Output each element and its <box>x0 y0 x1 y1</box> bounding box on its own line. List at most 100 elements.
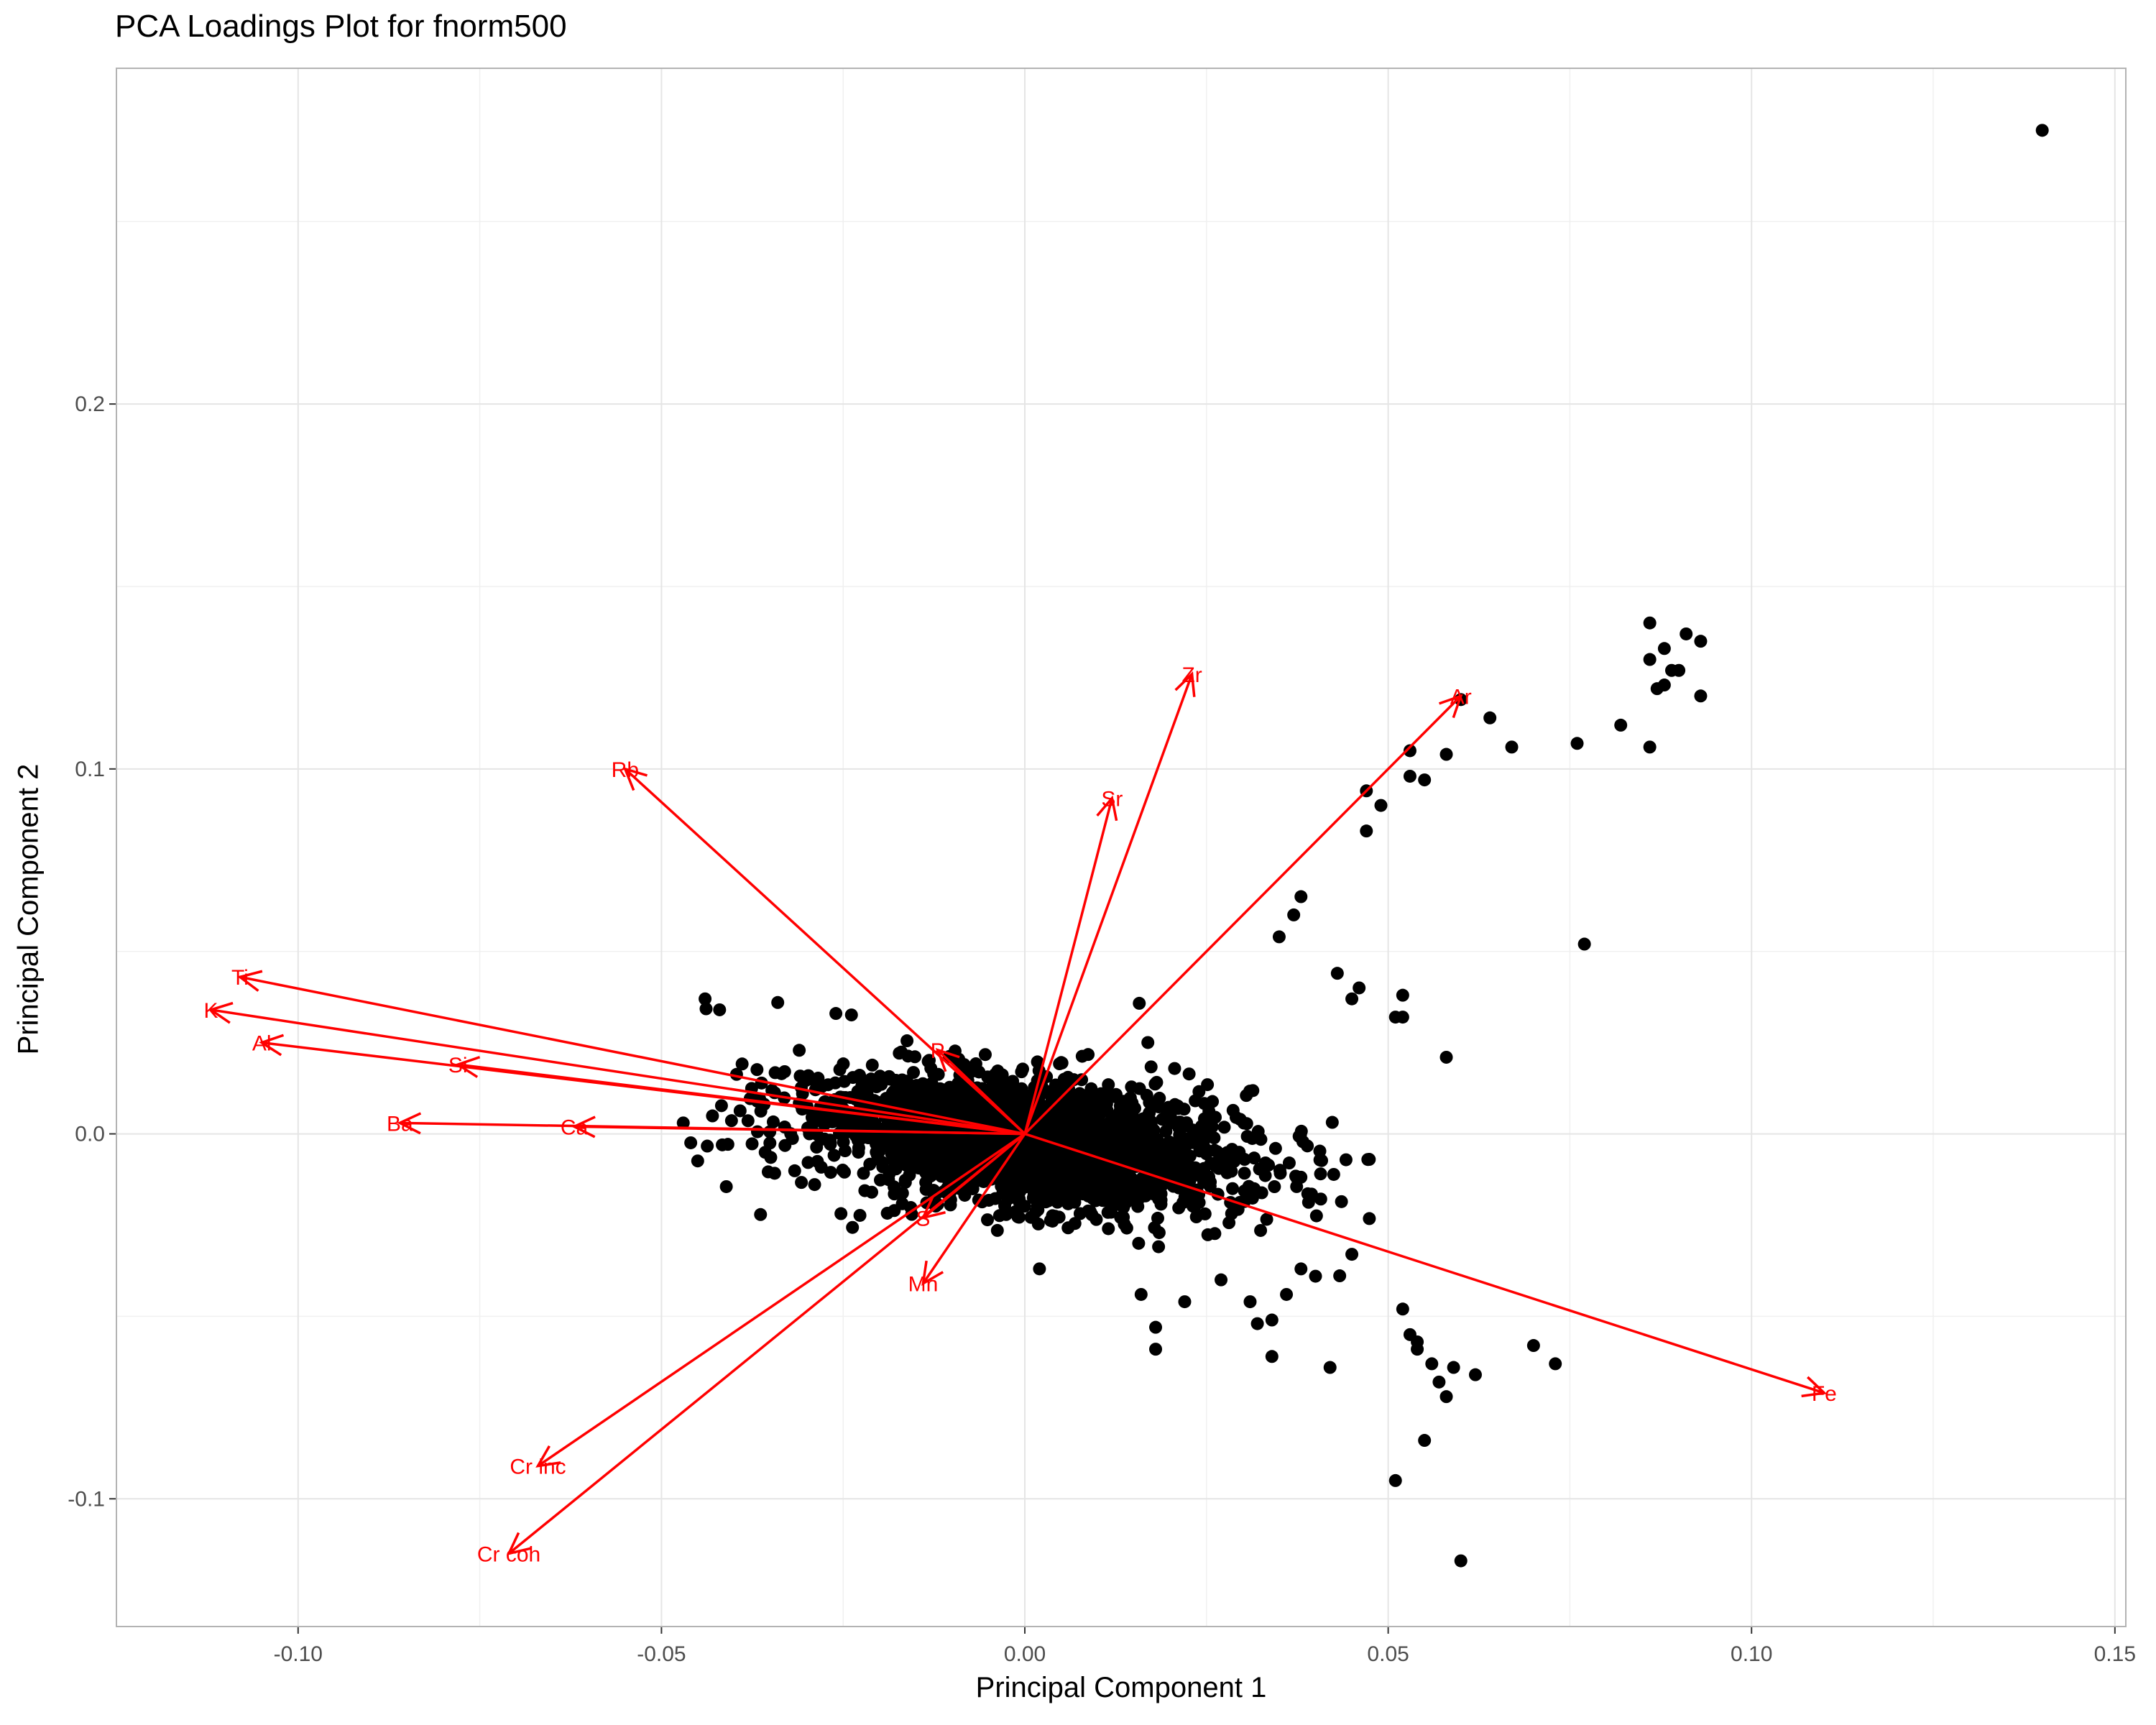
data-point <box>974 1144 987 1157</box>
axis-ticks: -0.10 -0.05 0.00 0.05 0.10 0.15 -0.1 0.0 0.1 0.2 <box>68 392 2136 1666</box>
x-tick-label: -0.10 <box>274 1642 323 1666</box>
data-point <box>1325 1116 1339 1129</box>
data-point <box>1215 1273 1228 1287</box>
data-point <box>1171 1102 1185 1116</box>
data-point <box>872 1145 885 1159</box>
loading-arrow-ti <box>239 975 1026 1136</box>
data-point <box>1143 1095 1156 1109</box>
data-point <box>811 1113 825 1127</box>
data-point <box>1154 1158 1168 1172</box>
data-point <box>1549 1357 1562 1371</box>
data-point <box>811 1072 825 1085</box>
data-point <box>768 1066 782 1080</box>
data-point <box>1248 1151 1261 1165</box>
data-point <box>853 1208 867 1222</box>
arrowhead <box>506 1532 532 1555</box>
data-point <box>1363 1212 1376 1225</box>
data-point <box>745 1137 759 1151</box>
data-point <box>684 1136 698 1149</box>
data-point <box>837 1135 850 1149</box>
data-point <box>1168 1062 1181 1075</box>
grid-lines <box>116 68 2126 1627</box>
x-tick-label: -0.05 <box>637 1642 686 1666</box>
data-point <box>933 1102 946 1116</box>
data-point <box>827 1149 841 1162</box>
data-point <box>713 1003 727 1016</box>
data-point <box>846 1220 860 1234</box>
data-point <box>1345 1248 1359 1261</box>
data-point <box>1161 1107 1174 1121</box>
data-point <box>1672 663 1686 677</box>
data-point <box>1468 1368 1482 1381</box>
data-point <box>1066 1151 1079 1165</box>
data-point <box>1056 1162 1069 1176</box>
data-point <box>1152 1240 1166 1254</box>
data-point <box>900 1154 913 1168</box>
data-point <box>1013 1087 1026 1101</box>
data-point <box>1049 1210 1062 1223</box>
data-point <box>766 1115 780 1128</box>
loading-arrow-cr-inc <box>537 1133 1026 1468</box>
data-point <box>1396 1011 1409 1024</box>
data-point <box>1330 967 1344 980</box>
data-point <box>1102 1078 1115 1092</box>
data-point <box>865 1185 879 1199</box>
data-point <box>931 1067 945 1081</box>
data-point <box>1086 1179 1100 1192</box>
data-point <box>876 1160 890 1174</box>
data-point <box>724 1114 738 1128</box>
data-point <box>808 1178 821 1192</box>
data-point <box>1258 1156 1272 1169</box>
arrowhead <box>455 1056 481 1078</box>
data-point <box>1144 1129 1158 1143</box>
data-point <box>1132 1236 1146 1250</box>
data-point <box>837 1075 851 1088</box>
data-point <box>1439 1390 1453 1404</box>
data-point <box>750 1125 764 1138</box>
data-point <box>1011 1210 1025 1224</box>
data-point <box>1133 996 1146 1010</box>
loading-label-s: S <box>916 1207 930 1230</box>
data-point <box>1294 1262 1308 1276</box>
data-point <box>1148 1139 1161 1153</box>
data-point <box>967 1092 981 1105</box>
data-point <box>1057 1072 1071 1086</box>
data-point <box>907 1066 921 1080</box>
data-point <box>1418 1434 1432 1448</box>
data-point <box>895 1197 909 1210</box>
data-point <box>1425 1357 1439 1371</box>
data-point <box>998 1098 1012 1111</box>
data-point <box>923 1169 937 1183</box>
x-tick-label: 0.10 <box>1731 1642 1772 1666</box>
data-point <box>1680 627 1693 640</box>
data-point <box>981 1213 995 1227</box>
loading-arrow-ca <box>574 1125 1026 1136</box>
data-point <box>889 1162 903 1176</box>
data-point <box>1113 1104 1127 1118</box>
loading-label-ca: Ca <box>561 1116 589 1139</box>
data-point <box>1432 1375 1446 1389</box>
data-point <box>1077 1187 1090 1201</box>
data-point <box>852 1118 865 1132</box>
data-point <box>1238 1153 1251 1167</box>
data-point <box>1068 1217 1082 1230</box>
data-point <box>676 1116 690 1130</box>
data-point <box>1335 1195 1348 1208</box>
data-point <box>721 1138 734 1151</box>
data-point <box>1210 1145 1224 1159</box>
data-point <box>1294 890 1308 903</box>
data-point <box>1046 1171 1059 1184</box>
loading-arrow-mn <box>921 1133 1026 1284</box>
data-point <box>852 1146 865 1159</box>
data-point <box>1091 1110 1105 1124</box>
data-point <box>1115 1126 1128 1140</box>
data-point <box>1231 1202 1245 1216</box>
loading-label-mn: Mn <box>908 1273 939 1297</box>
data-point <box>860 1088 874 1102</box>
data-point <box>1309 1209 1323 1223</box>
data-point <box>917 1131 931 1144</box>
data-point <box>836 1163 849 1177</box>
data-point <box>1280 1287 1294 1301</box>
data-point <box>952 1164 966 1178</box>
data-point <box>921 1157 935 1171</box>
